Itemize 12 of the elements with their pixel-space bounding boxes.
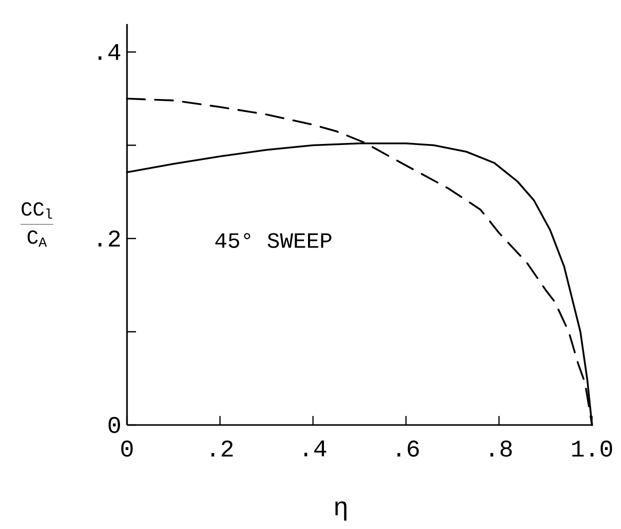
y-tick-label: .4 [98, 44, 120, 60]
x-tick-label: 0 [121, 440, 133, 457]
x-axis-title: η [335, 501, 346, 521]
x-tick-label: 1.0 [572, 440, 612, 457]
x-tick-label: .6 [397, 440, 419, 457]
x-tick-label: .2 [211, 440, 233, 457]
annotation: 45° SWEEP [215, 233, 332, 248]
x-tick-label: .4 [304, 440, 326, 456]
x-tick-label: .8 [490, 440, 512, 457]
y-tick-label: .2 [98, 230, 120, 246]
y-axis-title: $\frac{\mathtt{CC}_{\mathtt{l}}}{\mathtt{C}_{\mathtt{A}}}$ [20, 202, 54, 247]
y-tick-label: 0 [108, 416, 120, 434]
